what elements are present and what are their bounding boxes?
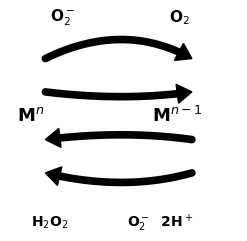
Text: M$^n$: M$^n$	[17, 107, 44, 125]
Text: O$_2^-$  2H$^+$: O$_2^-$ 2H$^+$	[127, 212, 193, 234]
Text: O$_2^-$: O$_2^-$	[50, 8, 75, 28]
Text: O$_2$: O$_2$	[169, 9, 190, 27]
Text: M$^{n-1}$: M$^{n-1}$	[152, 106, 203, 126]
Polygon shape	[45, 167, 62, 185]
Text: H$_2$O$_2$: H$_2$O$_2$	[31, 215, 69, 231]
Polygon shape	[176, 84, 192, 103]
Polygon shape	[174, 43, 192, 60]
Polygon shape	[45, 128, 61, 147]
